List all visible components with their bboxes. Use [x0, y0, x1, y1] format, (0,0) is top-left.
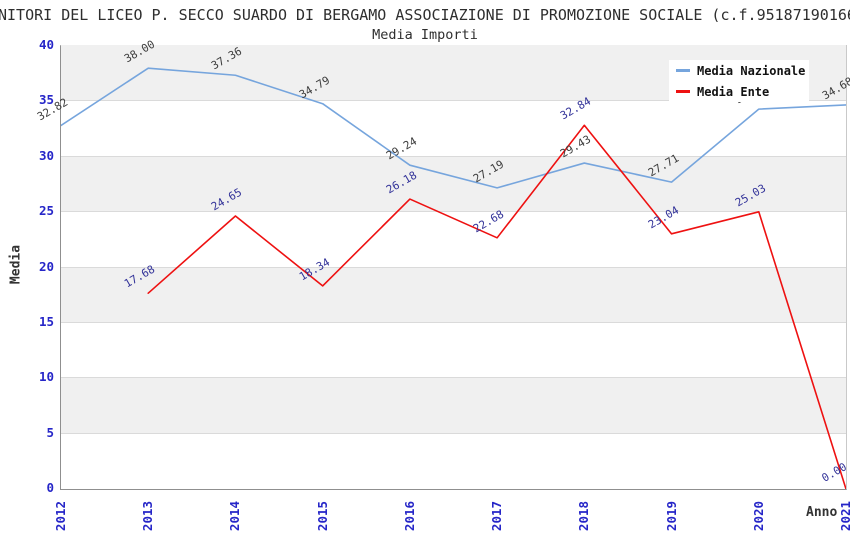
y-tick-label: 0	[46, 480, 54, 495]
x-tick-label: 2013	[139, 500, 155, 532]
x-tick-label: 2014	[226, 500, 242, 532]
media-nazionale-line-swatch-icon	[676, 69, 690, 72]
gridline	[61, 100, 846, 102]
gridline	[61, 266, 846, 268]
plot-band	[61, 266, 846, 322]
x-tick-label: 2019	[663, 500, 679, 532]
legend: Media Nazionale Media Ente	[669, 60, 809, 102]
gridline	[61, 377, 846, 379]
series-lines	[61, 67, 846, 489]
y-tick-label: 15	[38, 313, 54, 329]
x-axis-title: Anno	[806, 505, 838, 520]
x-tick-label: 2020	[750, 500, 766, 532]
y-tick-label: 5	[46, 424, 54, 440]
legend-label: Media Ente	[697, 84, 770, 99]
x-tick-label: 2015	[314, 500, 330, 532]
legend-item-media-nazionale: Media Nazionale	[669, 60, 809, 81]
y-tick-label: 25	[38, 203, 54, 219]
legend-label: Media Nazionale	[697, 63, 806, 78]
chart-subtitle: Media Importi	[372, 27, 478, 43]
media-ente-line-swatch-icon	[676, 90, 690, 93]
y-tick-label: 40	[38, 37, 54, 52]
legend-item-media-ente: Media Ente	[669, 81, 809, 102]
x-tick-label: 2017	[488, 500, 504, 532]
media-nazionale-line	[61, 67, 846, 189]
gridline	[61, 211, 846, 213]
x-tick-label: 2016	[401, 500, 417, 532]
gridline	[61, 321, 846, 323]
x-tick-label: 2012	[52, 500, 68, 532]
chart-title: NITORI DEL LICEO P. SECCO SUARDO DI BERG…	[0, 6, 850, 24]
plot-band	[61, 377, 846, 433]
gridline	[61, 432, 846, 434]
y-tick-label: 30	[38, 147, 54, 163]
gridline	[61, 155, 846, 157]
x-tick-label: 2018	[575, 500, 591, 532]
plot-band	[61, 155, 846, 212]
y-tick-label: 35	[38, 92, 54, 108]
media-ente-line	[147, 124, 846, 489]
plot-area	[60, 45, 847, 490]
y-tick-label: 10	[38, 369, 54, 385]
y-tick-label: 20	[38, 258, 54, 274]
x-tick-label: 2021	[837, 500, 850, 532]
